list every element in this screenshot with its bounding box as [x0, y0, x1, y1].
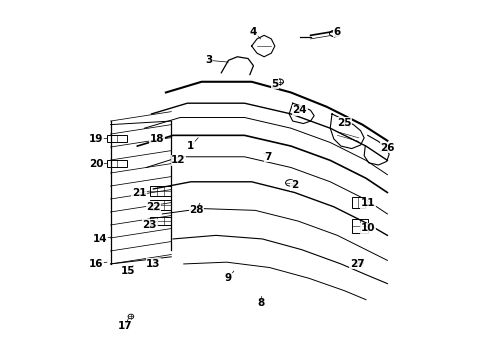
Text: 14: 14: [92, 234, 107, 244]
Bar: [351, 219, 367, 233]
Text: 4: 4: [249, 27, 257, 37]
Bar: [107, 135, 126, 143]
Text: 28: 28: [189, 205, 203, 215]
Text: 19: 19: [89, 134, 103, 144]
Text: 3: 3: [205, 55, 212, 65]
Text: 24: 24: [292, 105, 306, 115]
Text: 20: 20: [89, 159, 103, 169]
Text: 23: 23: [142, 220, 157, 230]
Bar: [149, 201, 170, 210]
Text: 18: 18: [149, 134, 164, 144]
Text: 2: 2: [290, 180, 298, 190]
Bar: [149, 186, 170, 196]
Bar: [351, 197, 365, 208]
Text: 1: 1: [187, 141, 194, 151]
Text: 27: 27: [349, 259, 364, 269]
Text: 25: 25: [337, 118, 351, 128]
Text: 17: 17: [117, 321, 132, 332]
Text: 21: 21: [132, 188, 146, 198]
Text: 11: 11: [360, 198, 374, 208]
Text: 13: 13: [146, 259, 161, 269]
Text: 9: 9: [224, 273, 231, 283]
Text: 5: 5: [271, 78, 278, 89]
Text: 15: 15: [121, 266, 135, 276]
Text: 7: 7: [264, 152, 271, 162]
Text: 22: 22: [146, 202, 161, 212]
Bar: [107, 159, 126, 167]
Text: 12: 12: [171, 156, 185, 165]
Text: 26: 26: [379, 143, 394, 153]
Text: 16: 16: [89, 259, 103, 269]
Text: 10: 10: [360, 223, 374, 233]
Bar: [149, 217, 170, 225]
Text: 6: 6: [333, 27, 340, 37]
Text: 8: 8: [256, 298, 264, 308]
